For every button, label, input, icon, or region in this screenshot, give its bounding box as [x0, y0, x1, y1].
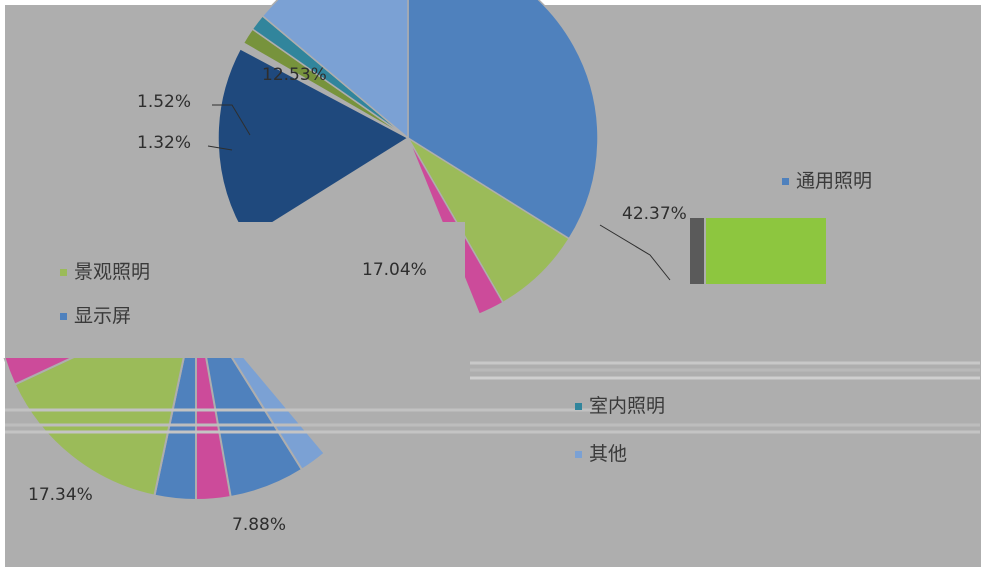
legend-label: 显示屏 [74, 305, 131, 327]
legend-label: 室内照明 [589, 395, 665, 417]
leader-line [212, 104, 251, 136]
legend-label: 其他 [589, 443, 627, 465]
legend-label: 通用照明 [796, 170, 872, 192]
data-label: 1.32% [137, 133, 191, 153]
data-label: 7.88% [232, 515, 286, 535]
legend-swatch [575, 451, 582, 458]
data-label: 17.34% [28, 485, 93, 505]
pie-slice-fragment [3, 358, 74, 386]
legend-swatch [60, 269, 67, 276]
pie-slice-fragment [195, 358, 232, 502]
slice-fragment [706, 218, 826, 284]
legend-swatch [782, 178, 789, 185]
pie-slice [407, 137, 571, 304]
data-label: 42.37% [622, 204, 687, 224]
overlay-band [5, 222, 465, 362]
leader-line [207, 145, 233, 151]
legend-label: 景观照明 [74, 261, 150, 283]
pie-slice-fragment [13, 358, 185, 497]
slice-fragment [690, 218, 704, 284]
legend-swatch [60, 313, 67, 320]
data-label: 1.52% [137, 92, 191, 112]
data-label: 12.53% [262, 65, 327, 85]
leader-line [599, 224, 671, 281]
legend-swatch [575, 403, 582, 410]
pie-slice [261, 0, 409, 140]
pie-slice-fragment [231, 358, 326, 471]
pie-slice [407, 0, 599, 240]
data-label: 17.04% [362, 260, 427, 280]
